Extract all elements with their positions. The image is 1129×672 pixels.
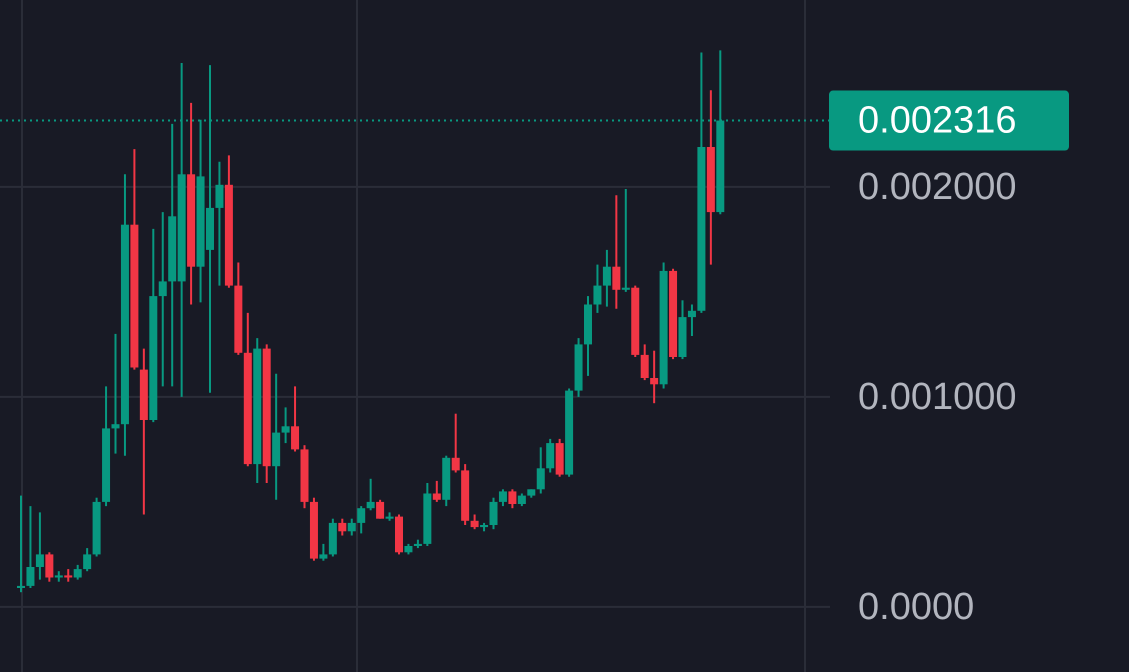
candle-body (669, 270, 678, 357)
candle-body (196, 176, 205, 267)
candle-body (706, 147, 715, 213)
y-tick-label: 0.002000 (858, 166, 1017, 208)
candle-body (631, 287, 640, 355)
candle-body (442, 457, 451, 500)
candle-body (385, 516, 394, 519)
candle-body (697, 147, 706, 311)
candle-body (149, 296, 158, 420)
candle-body (574, 344, 583, 391)
candle-body (187, 174, 196, 267)
candle-body (319, 554, 328, 559)
candle-body (678, 317, 687, 357)
candle-body (83, 554, 92, 570)
candle-body (536, 468, 545, 490)
y-tick-label: 0.001000 (858, 376, 1017, 418)
candle-body (291, 426, 300, 450)
candle-body (461, 470, 470, 521)
last-price-box (829, 90, 1069, 151)
candle-body (253, 348, 262, 465)
candle-body (139, 369, 148, 420)
candle-body (517, 495, 526, 504)
candle-body (366, 501, 375, 509)
candle-body (168, 216, 177, 282)
candle-body (234, 285, 243, 353)
y-tick-label: 0.0000 (858, 586, 974, 628)
candle-body (158, 281, 167, 297)
candle-body (584, 304, 592, 345)
candle-body (612, 266, 621, 290)
candle-body (26, 567, 35, 586)
candle-body (215, 184, 224, 208)
candle-body (650, 378, 659, 385)
candle-body (640, 354, 649, 378)
candle-body (206, 207, 214, 250)
candle-body (376, 501, 385, 519)
candle-body (17, 585, 25, 588)
candle-body (527, 489, 536, 496)
candle-body (272, 432, 281, 467)
candle-body (432, 493, 441, 500)
candle-body (243, 352, 252, 465)
candle-body (120, 224, 129, 425)
candle-body (498, 491, 507, 502)
candle-body (35, 554, 44, 567)
candle-body (54, 575, 63, 578)
candle-body (45, 554, 54, 578)
candle-body (593, 285, 602, 305)
candle-body (413, 543, 422, 546)
candle-body (555, 443, 564, 475)
candle-body (338, 522, 347, 532)
candle-body (102, 428, 111, 502)
candle-body (262, 348, 271, 467)
candle-body (111, 424, 120, 429)
candle-body (64, 575, 73, 578)
candle-body (480, 525, 489, 528)
candle-body (508, 491, 517, 504)
candle-body (177, 174, 186, 282)
candle-body (328, 522, 337, 555)
candle-body (347, 522, 356, 532)
candle-body (546, 443, 555, 469)
candle-body (621, 287, 630, 290)
candle-body (309, 501, 318, 559)
candle-body (602, 266, 611, 286)
candle-body (489, 501, 498, 525)
candle-body (404, 546, 413, 553)
candle-body (130, 224, 139, 368)
candle-body (395, 516, 403, 553)
candle-body (73, 569, 82, 578)
candle-body (224, 184, 233, 286)
candle-body (423, 493, 432, 544)
candle-body (716, 120, 725, 213)
candle-body (687, 310, 696, 318)
last-price-label: 0.002316 (858, 100, 1017, 142)
candle-body (451, 457, 460, 471)
candle-body (357, 508, 366, 523)
candle-body (470, 520, 479, 528)
candle-body (659, 270, 668, 385)
candle-body (92, 501, 101, 555)
candle-body (281, 426, 290, 433)
candle-body (565, 390, 574, 475)
candle-body (300, 449, 309, 502)
